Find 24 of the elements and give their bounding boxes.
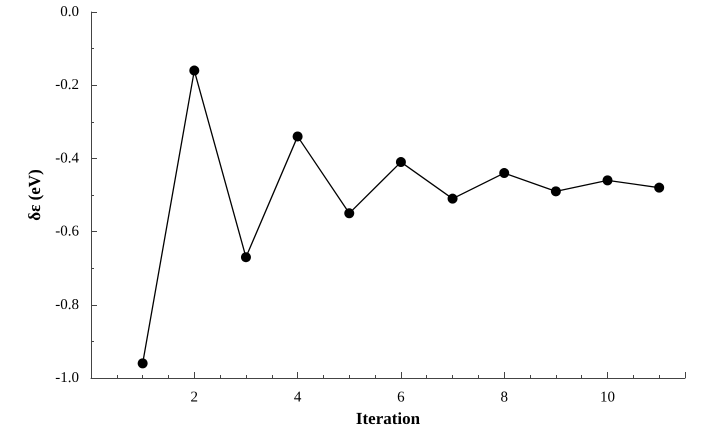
point [602, 175, 613, 186]
point [240, 252, 251, 262]
x-tick-label: 10 [600, 390, 616, 406]
x-axis-title: Iteration [356, 408, 421, 428]
y-axis-title: δε (eV) [25, 169, 44, 221]
point [654, 182, 664, 193]
y-tick-label: -0.4 [55, 150, 80, 166]
y-tick-label: -0.6 [55, 224, 80, 240]
point [499, 168, 510, 178]
point [396, 157, 406, 168]
point [344, 208, 354, 218]
y-tick-label: -0.2 [55, 77, 79, 94]
point [138, 358, 148, 368]
point [448, 194, 458, 204]
point [550, 186, 561, 196]
x-tick-label: 2 [190, 390, 198, 406]
point [189, 66, 200, 76]
point [292, 131, 303, 142]
y-tick-label: -0.8 [55, 296, 79, 313]
x-tick-label: 4 [294, 390, 302, 406]
y-tick-label: 0.0 [60, 4, 79, 20]
y-tick-label: -1.0 [55, 370, 79, 386]
x-tick-label: 8 [500, 390, 508, 406]
x-tick-label: 6 [397, 390, 406, 406]
